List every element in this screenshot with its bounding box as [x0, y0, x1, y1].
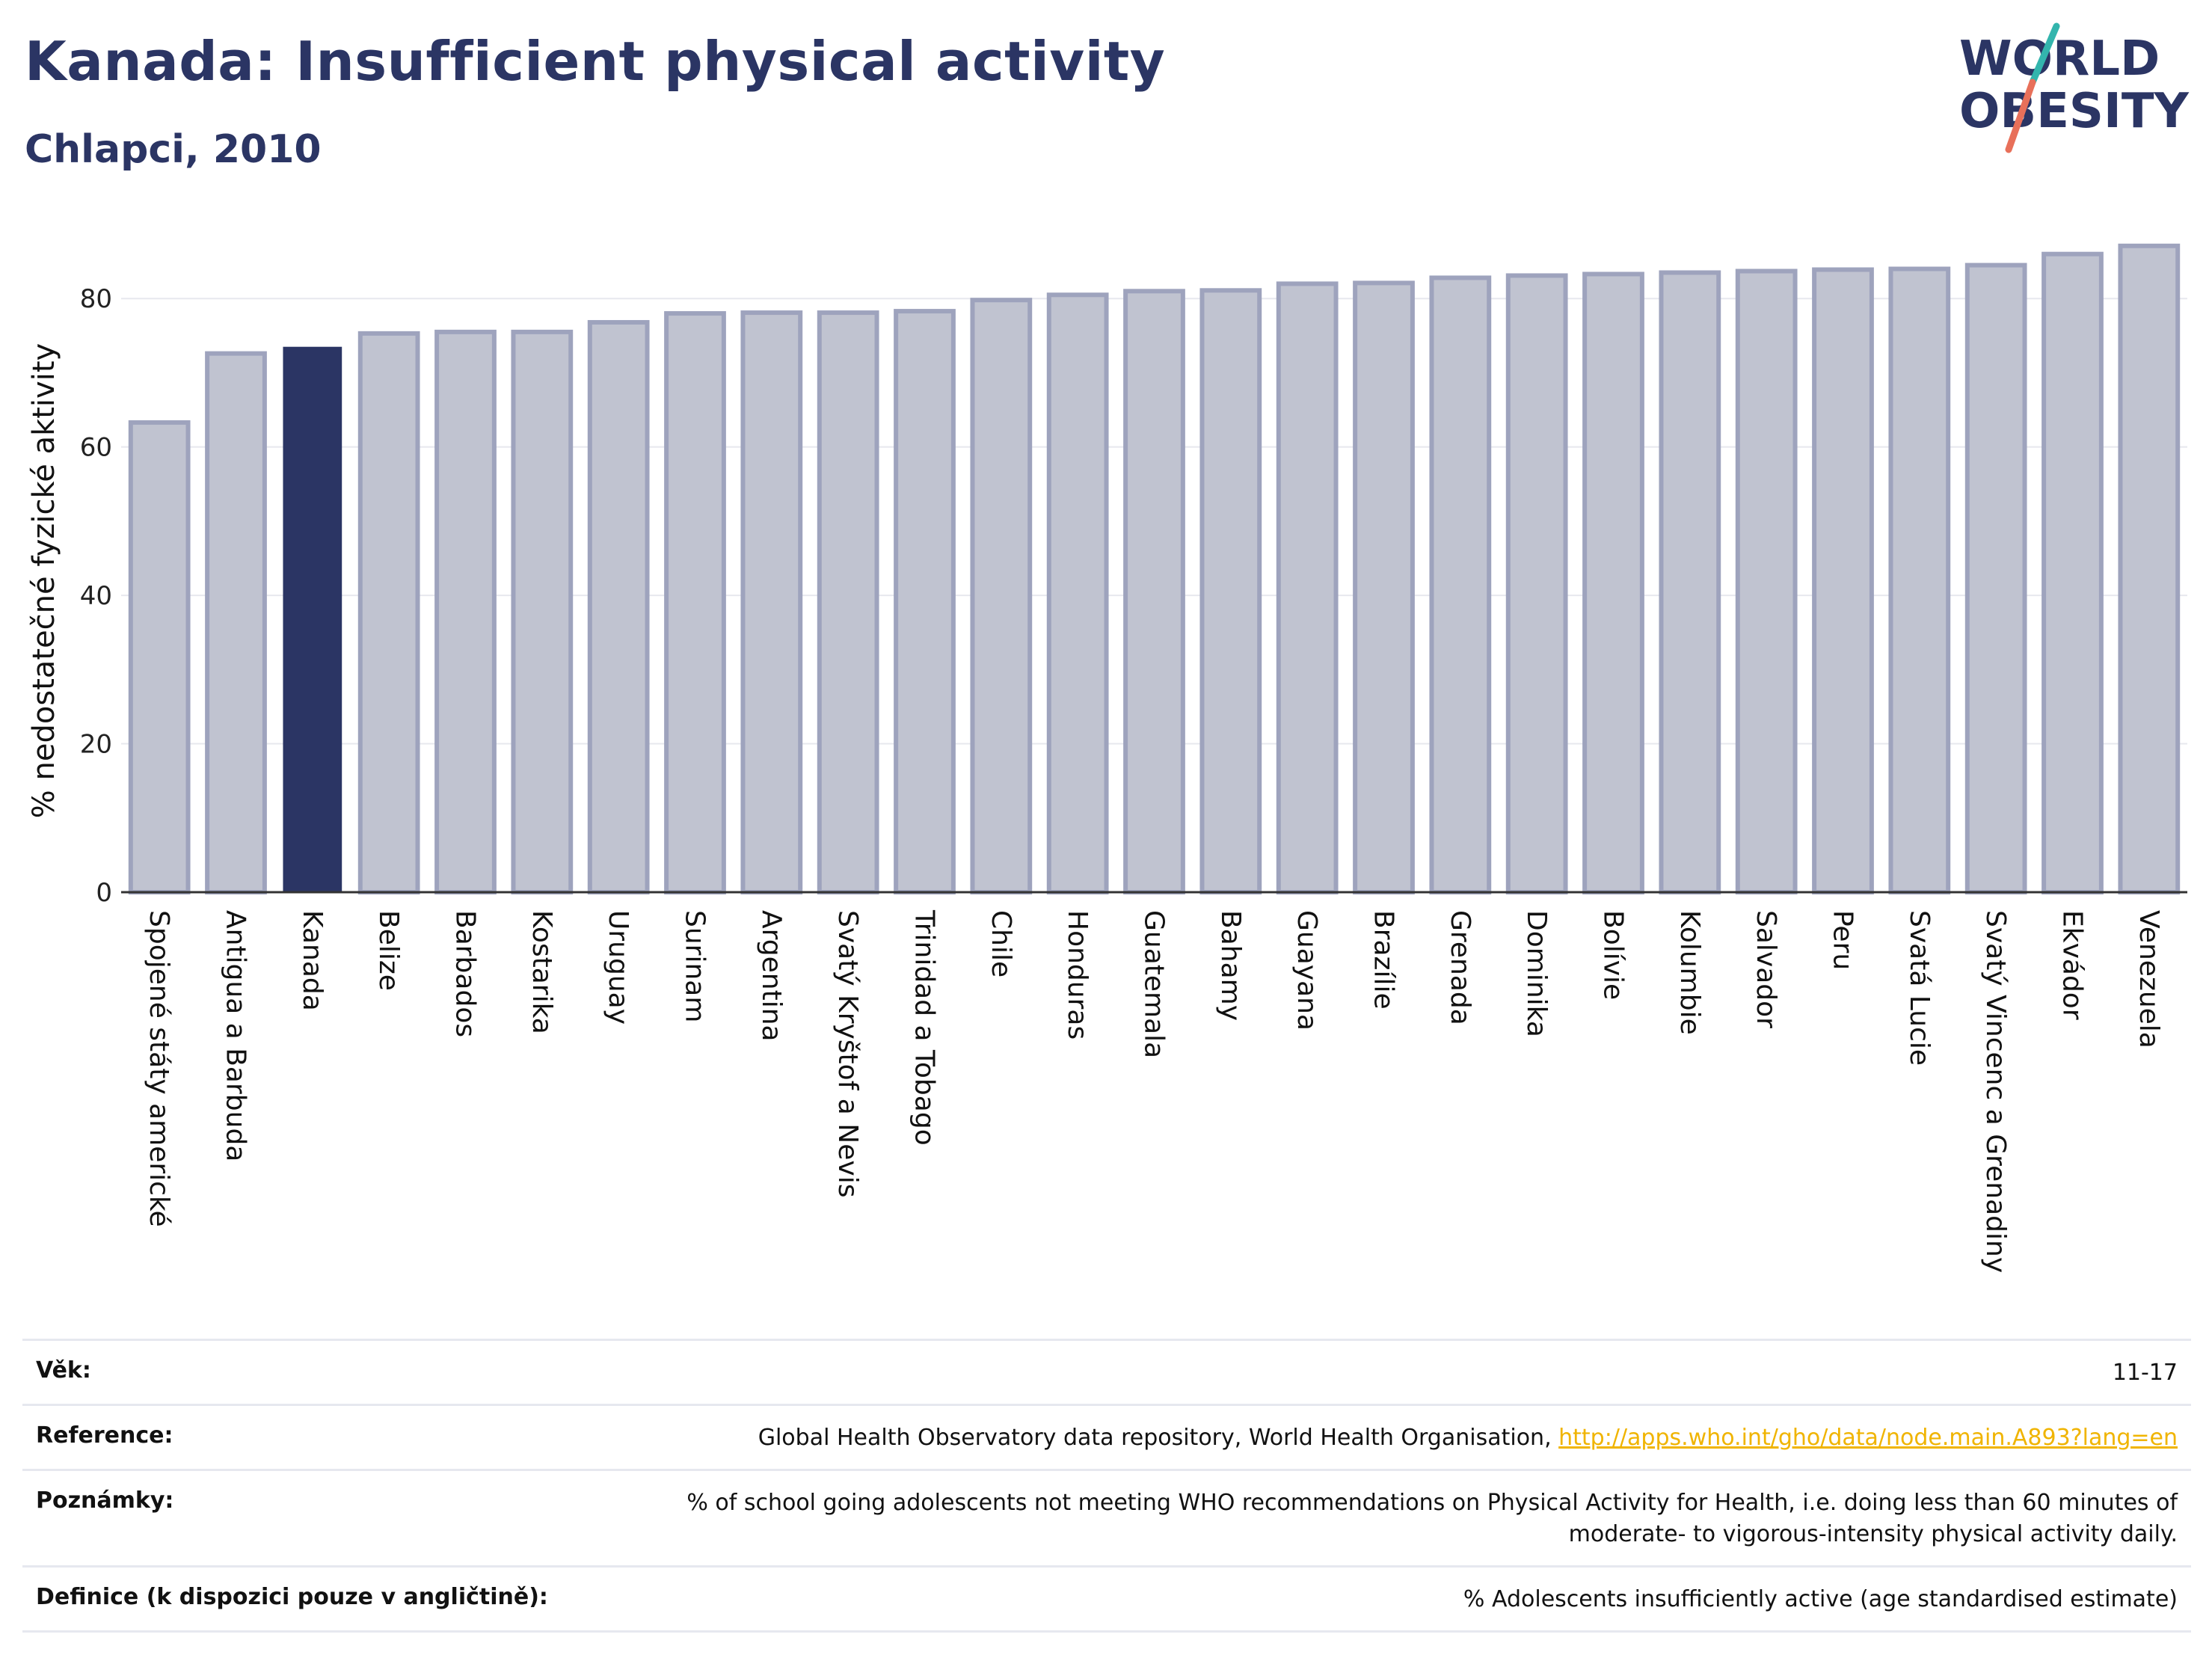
bar [511, 329, 574, 895]
bar [205, 351, 267, 894]
info-row-notes: Poznámky: % of school going adolescents … [22, 1469, 2191, 1565]
logo-slash-teal [2029, 22, 2060, 86]
info-label-reference: Reference: [36, 1422, 173, 1449]
info-value-definition: % Adolescents insufficiently active (age… [1463, 1586, 2178, 1612]
bar [1812, 267, 1874, 894]
reference-link[interactable]: http://apps.who.int/gho/data/node.main.A… [1558, 1425, 2178, 1451]
info-value-reference: Global Health Observatory data repositor… [758, 1422, 2178, 1454]
info-value-notes: % of school going adolescents not meetin… [686, 1490, 2178, 1547]
bar [817, 310, 879, 894]
x-tick-label: Bolívie [1598, 910, 1629, 1000]
info-label-age: Věk: [36, 1357, 91, 1384]
y-tick-label: 40 [80, 581, 112, 611]
x-tick-label: Trinidad a Tobago [909, 909, 940, 1146]
logo-slash-coral [2005, 79, 2036, 153]
bar [434, 329, 497, 895]
x-tick-label: Salvador [1751, 910, 1781, 1028]
x-tick-label: Grenada [1445, 910, 1475, 1025]
x-tick-label: Uruguay [603, 910, 633, 1025]
bar [1123, 289, 1185, 894]
info-row-reference: Reference: Global Health Observatory dat… [22, 1404, 2191, 1469]
x-tick-label: Svatý Vincenc a Grenadiny [1980, 910, 2011, 1273]
y-tick-label: 20 [80, 730, 112, 760]
bar-chart: 0 20 40 60 80 % nedostatečné fyzické aktivity… [27, 243, 2187, 1273]
x-tick-label: Ekvádor [2057, 910, 2088, 1020]
bar [894, 309, 956, 894]
bar [357, 331, 420, 894]
bar [1429, 275, 1492, 894]
x-tick-label: Barbados [450, 910, 481, 1037]
chart-subtitle: Chlapci, 2010 [25, 127, 322, 172]
logo-word-world: WORLD [1959, 31, 2160, 87]
x-tick-label: Svatá Lucie [1904, 910, 1935, 1066]
x-tick-label: Guatemala [1139, 910, 1170, 1058]
reference-text: Global Health Observatory data repositor… [758, 1425, 1559, 1451]
bar [740, 310, 803, 894]
info-table: Věk: 11-17 Reference: Global Health Obse… [22, 1339, 2191, 1633]
bar [1582, 271, 1644, 894]
y-axis-label: % nedostatečné fyzické aktivity [27, 343, 61, 818]
bar [1505, 273, 1568, 895]
bar [128, 420, 191, 894]
x-tick-label: Kostarika [526, 910, 557, 1034]
x-tick-label: Argentina [756, 910, 787, 1042]
bar [587, 319, 650, 894]
x-tick-label: Chile [986, 910, 1016, 977]
bar [1353, 280, 1415, 894]
x-tick-label: Peru [1828, 910, 1858, 970]
bar [970, 298, 1033, 894]
logo-word-obesity: OBESITY [1959, 84, 2189, 139]
bar [2042, 251, 2104, 894]
x-tick-label: Dominika [1521, 910, 1552, 1037]
x-tick-label: Guayana [1291, 910, 1322, 1031]
x-tick-label: Belize [373, 910, 404, 991]
x-tick-label: Brazílie [1368, 910, 1399, 1010]
x-tick-label: Antigua a Barbuda [221, 910, 251, 1161]
info-row-age: Věk: 11-17 [22, 1339, 2191, 1404]
y-tick-label: 80 [80, 284, 112, 314]
x-tick-label: Surinam [680, 910, 710, 1022]
info-label-definition: Definice (k dispozici pouze v angličtině… [36, 1584, 548, 1610]
bar [1046, 292, 1109, 894]
x-tick-label: Spojené státy americké [144, 910, 174, 1227]
world-obesity-logo: WORLD OBESITY [1959, 22, 2189, 153]
bar [1659, 270, 1721, 894]
x-tick-label: Venezuela [2133, 910, 2164, 1048]
bar [283, 346, 342, 894]
y-tick-label: 0 [96, 878, 112, 908]
bar [1276, 281, 1339, 894]
x-tick-label: Kanada [297, 910, 328, 1011]
info-label-notes: Poznámky: [36, 1487, 174, 1514]
bar [1735, 268, 1798, 894]
x-tick-label: Kolumbie [1674, 910, 1705, 1035]
info-row-definition: Definice (k dispozici pouze v angličtině… [22, 1565, 2191, 1633]
bar [1964, 262, 2027, 895]
y-tick-label: 60 [80, 433, 112, 463]
bar [664, 311, 726, 895]
bar [2118, 243, 2181, 895]
bar [1199, 288, 1262, 894]
bar [1888, 266, 1951, 894]
x-tick-label: Honduras [1062, 910, 1093, 1040]
info-value-age: 11-17 [2112, 1360, 2178, 1386]
chart-title: Kanada: Insufficient physical activity [25, 30, 1166, 93]
x-tick-label: Bahamy [1215, 910, 1246, 1021]
x-tick-label: Svatý Kryštof a Nevis [832, 910, 863, 1197]
